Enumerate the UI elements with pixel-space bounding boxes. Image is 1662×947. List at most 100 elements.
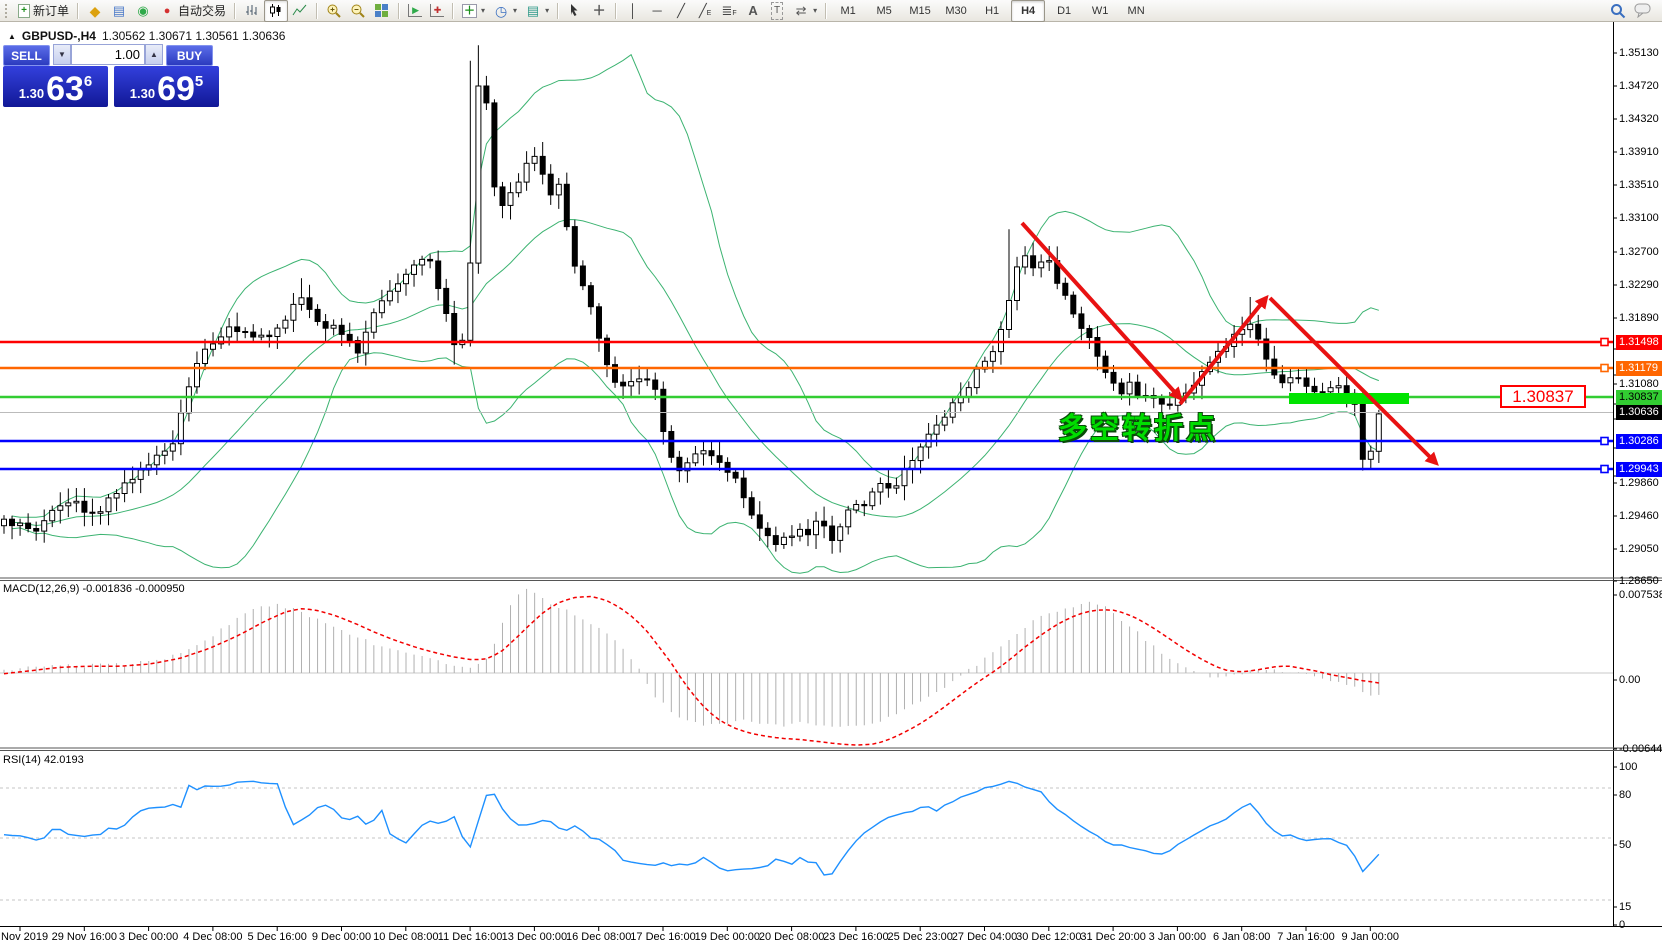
- signals-button[interactable]: [131, 0, 155, 22]
- sell-button[interactable]: SELL: [3, 45, 50, 66]
- price-callout-box[interactable]: 1.30837: [1500, 385, 1586, 408]
- new-order-label: 新订单: [33, 4, 70, 18]
- timeframe-button-m1[interactable]: M1: [840, 4, 856, 17]
- chart-shift-icon: [430, 4, 445, 17]
- chat-icon[interactable]: [1634, 3, 1652, 18]
- crosshair-icon: [591, 3, 607, 19]
- text-label-button[interactable]: [765, 0, 789, 22]
- ohlc-values: 1.30562 1.30671 1.30561 1.30636: [101, 29, 286, 43]
- toolbar-drag-handle[interactable]: [5, 3, 11, 18]
- tile-windows-icon: [375, 3, 389, 17]
- volume-increase-button[interactable]: ▲: [145, 44, 163, 65]
- horizontal-line-icon: [649, 3, 665, 19]
- timeframe-button-mn[interactable]: MN: [1127, 4, 1145, 17]
- vertical-line-button[interactable]: [621, 0, 645, 22]
- price-axis-tick: 1.31890: [1619, 312, 1659, 324]
- auto-scroll-button[interactable]: [404, 0, 426, 22]
- vertical-line-icon: [625, 3, 641, 19]
- autotrading-icon: [159, 3, 175, 19]
- timeframe-button-d1[interactable]: D1: [1057, 4, 1072, 17]
- price-axis-tick: 1.33100: [1619, 212, 1659, 224]
- fibonacci-button[interactable]: [717, 0, 741, 22]
- indicator-axis-tick: 50: [1619, 839, 1632, 851]
- chart-shift-button[interactable]: [426, 0, 448, 22]
- crosshair-button[interactable]: [587, 0, 611, 22]
- horizontal-line-button[interactable]: [645, 0, 669, 22]
- autotrading-label: 自动交易: [178, 4, 227, 18]
- time-axis-label: 4 Dec 08:00: [183, 931, 243, 943]
- timeframe-button-m15[interactable]: M15: [909, 4, 931, 17]
- cursor-button[interactable]: [563, 0, 587, 22]
- timeframe-button-m30[interactable]: M30: [945, 4, 967, 17]
- time-axis-label: 19 Dec 00:00: [694, 931, 761, 943]
- chart-title: ▲ GBPUSD-,H4 1.30562 1.30671 1.30561 1.3…: [8, 29, 285, 43]
- time-axis-label: 11 Dec 16:00: [437, 931, 503, 943]
- candlestick-chart-button[interactable]: [264, 0, 289, 22]
- timeframe-button-m5[interactable]: M5: [876, 4, 892, 17]
- indicator-axis-tick: 0: [1619, 919, 1626, 931]
- periods-button[interactable]: ▾: [489, 0, 521, 22]
- zoom-out-button[interactable]: [346, 0, 370, 22]
- indicator-axis-tick: 100: [1619, 761, 1638, 773]
- search-icon[interactable]: [1610, 3, 1626, 19]
- price-level-tag: 1.31498: [1616, 335, 1662, 350]
- price-level-tag: 1.30837: [1616, 390, 1662, 405]
- sell-price-box[interactable]: 1.30 63 6: [3, 66, 108, 107]
- time-axis-label: 27 Dec 04:00: [951, 931, 1018, 943]
- price-level-tag: 1.31179: [1616, 361, 1662, 376]
- templates-button[interactable]: ▾: [521, 0, 553, 22]
- volume-input[interactable]: [71, 44, 145, 65]
- collapse-marker-icon[interactable]: ▲: [8, 31, 16, 41]
- toolbar-separator: [615, 2, 618, 19]
- new-order-icon: [18, 3, 30, 18]
- time-axis-label: 16 Dec 08:00: [565, 931, 632, 943]
- time-axis-label: 13 Dec 00:00: [501, 931, 568, 943]
- price-axis-tick: 1.35130: [1619, 47, 1659, 59]
- arrows-button[interactable]: ▾: [789, 0, 821, 22]
- text-icon: [745, 3, 761, 19]
- line-chart-icon: [292, 4, 307, 15]
- chevron-down-icon: ▾: [545, 6, 550, 15]
- time-axis-label: 6 Jan 08:00: [1212, 931, 1271, 943]
- timeframe-button-h4[interactable]: H4: [1011, 0, 1046, 22]
- line-chart-button[interactable]: [288, 0, 312, 22]
- chinese-annotation[interactable]: 多空转折点: [1058, 413, 1219, 445]
- timeframe-button-h1[interactable]: H1: [985, 4, 1000, 17]
- indicator-axis-tick: 80: [1619, 789, 1632, 801]
- toolbar-separator: [557, 2, 560, 19]
- trendline-button[interactable]: [669, 0, 693, 22]
- volume-decrease-button[interactable]: ▼: [53, 44, 71, 65]
- market-watch-icon: [87, 3, 103, 19]
- indicator-axis-tick: -0.006446: [1619, 743, 1662, 755]
- macd-panel-layer: [0, 588, 1613, 746]
- price-level-tag: 1.30286: [1616, 434, 1662, 449]
- buy-price-big: 69: [157, 70, 195, 108]
- signals-icon: [135, 3, 151, 19]
- templates-icon: [525, 3, 541, 19]
- clock-icon: [493, 3, 509, 19]
- text-button[interactable]: [741, 0, 765, 22]
- indicators-button[interactable]: ▾: [458, 0, 489, 22]
- new-order-button[interactable]: 新订单: [14, 0, 73, 22]
- timeframe-button-w1[interactable]: W1: [1091, 4, 1109, 17]
- bar-chart-button[interactable]: [240, 0, 264, 22]
- price-axis-tick: 1.28650: [1619, 575, 1659, 587]
- tile-windows-button[interactable]: [370, 0, 394, 22]
- toolbar-right-group: [1610, 3, 1662, 19]
- market-watch-button[interactable]: [83, 0, 107, 22]
- symbol-period-label: GBPUSD-,H4: [21, 29, 96, 43]
- profiles-button[interactable]: [107, 0, 131, 22]
- buy-price-box[interactable]: 1.30 69 5: [114, 66, 219, 107]
- drawing-objects-layer[interactable]: [1020, 221, 1439, 466]
- auto-scroll-icon: [408, 4, 423, 17]
- buy-button[interactable]: BUY: [166, 45, 213, 66]
- toolbar: 新订单 自动交易 ▾ ▾: [0, 0, 1662, 22]
- time-axis-label: 20 Dec 08:00: [758, 931, 825, 943]
- time-axis-label: 10 Dec 08:00: [373, 931, 439, 943]
- equidistant-channel-button[interactable]: [693, 0, 717, 22]
- zoom-in-button[interactable]: [322, 0, 346, 22]
- fibonacci-icon: [721, 3, 737, 19]
- price-axis-tick: 1.34320: [1619, 113, 1659, 125]
- autotrading-button[interactable]: 自动交易: [155, 0, 230, 22]
